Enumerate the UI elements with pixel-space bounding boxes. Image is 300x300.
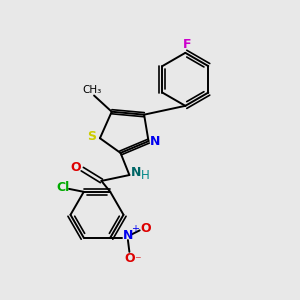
Text: O: O xyxy=(70,161,81,174)
Text: N: N xyxy=(123,229,133,242)
Text: CH₃: CH₃ xyxy=(82,85,101,94)
Text: H: H xyxy=(141,169,150,182)
Text: ⁻: ⁻ xyxy=(134,254,141,267)
Text: Cl: Cl xyxy=(56,181,69,194)
Text: N: N xyxy=(131,166,141,179)
Text: O: O xyxy=(125,252,135,265)
Text: O: O xyxy=(141,222,152,236)
Text: S: S xyxy=(87,130,96,143)
Text: +: + xyxy=(131,224,139,235)
Text: N: N xyxy=(150,135,160,148)
Text: F: F xyxy=(183,38,191,51)
